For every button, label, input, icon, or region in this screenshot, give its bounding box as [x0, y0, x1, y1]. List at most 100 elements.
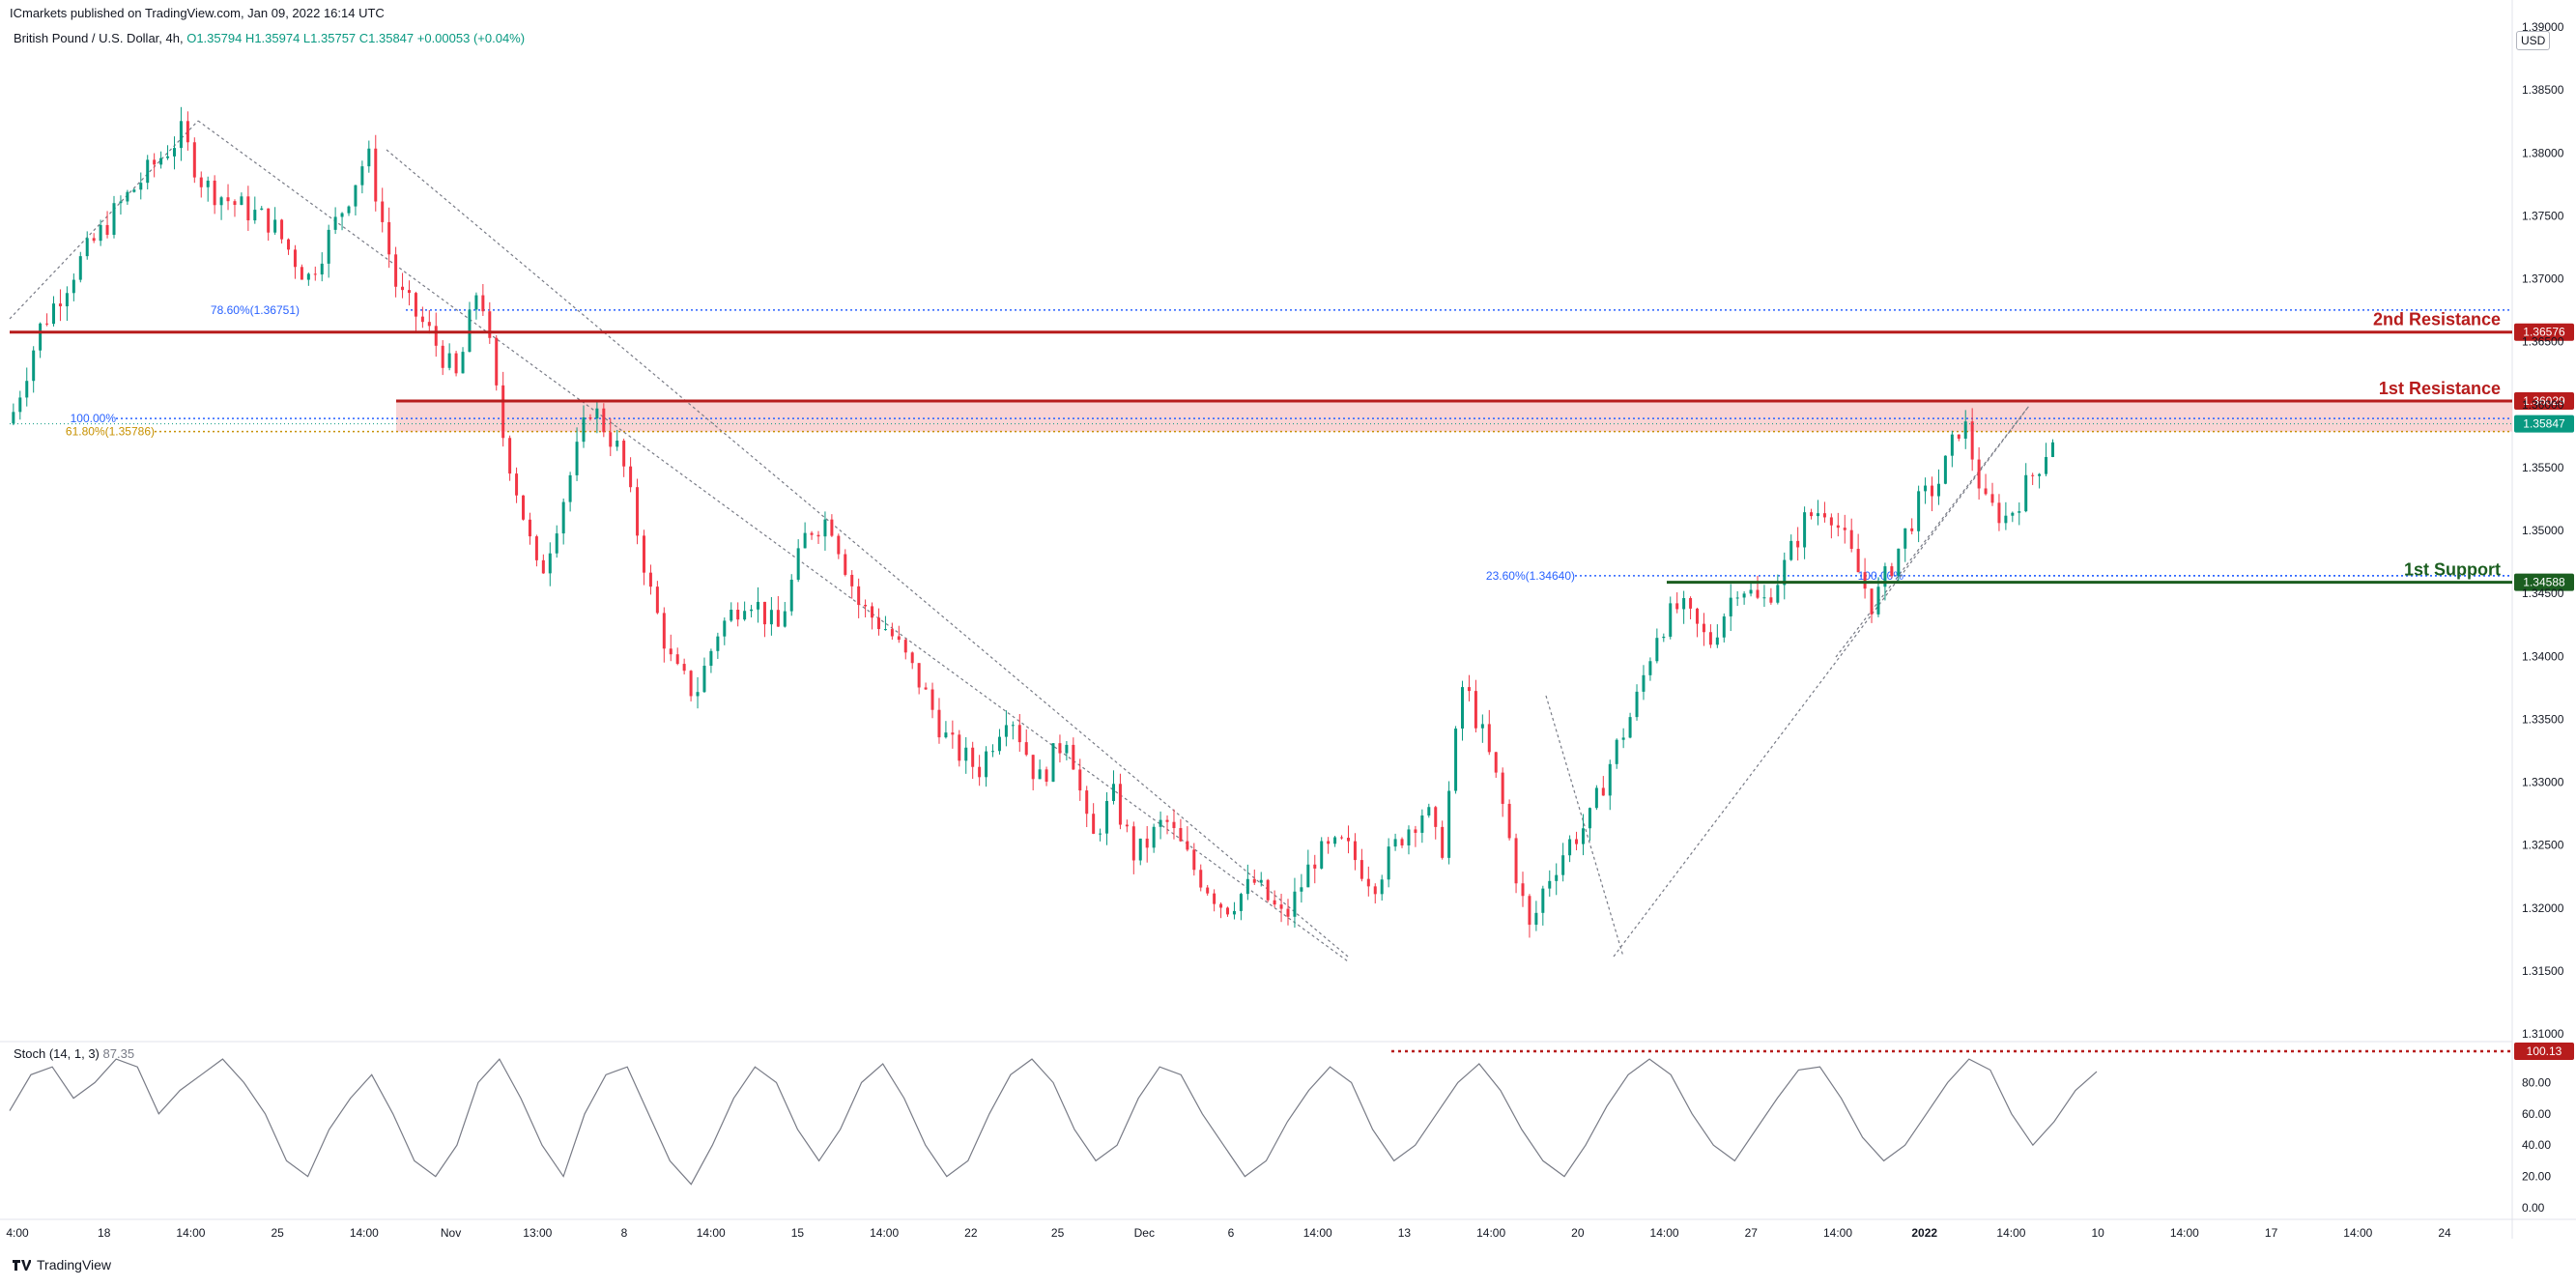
candle-body: [837, 535, 841, 555]
candle-body: [1011, 725, 1015, 727]
candle-body: [78, 256, 82, 280]
candle-body: [844, 554, 847, 575]
stoch-label: Stoch (14, 1, 3) 87.35: [14, 1046, 134, 1061]
candle-body: [1306, 864, 1310, 888]
candle-body: [233, 201, 237, 206]
candle-body: [146, 159, 150, 184]
time-tick-label: 13:00: [523, 1226, 552, 1240]
candle-body: [273, 219, 277, 233]
candle-body: [327, 229, 330, 264]
candle-body: [1474, 691, 1477, 729]
candle-body: [1480, 724, 1484, 729]
candle-body: [1822, 513, 1826, 518]
stoch-title[interactable]: Stoch (14, 1, 3): [14, 1046, 100, 1061]
candle-body: [25, 381, 29, 398]
candle-body: [1038, 769, 1042, 780]
candle-body: [1017, 725, 1021, 743]
candle-body: [313, 273, 317, 275]
candle-body: [1420, 815, 1424, 833]
candle-body: [1849, 529, 1853, 549]
candle-body: [1655, 638, 1659, 662]
trend-line: [1835, 405, 2030, 658]
price-axis[interactable]: 1.39000 1.38500 1.38000 1.37500 1.37000 1.365…: [2522, 20, 2564, 1041]
candle-body: [481, 295, 485, 312]
price-tick-label: 1.31500: [2522, 964, 2564, 978]
candle-body: [636, 487, 640, 536]
candle-body: [488, 311, 492, 338]
candle-body: [2011, 512, 2015, 516]
candle-body: [72, 279, 75, 294]
candle-body: [1072, 744, 1075, 770]
time-tick-label: 8: [621, 1226, 628, 1240]
candle-body: [1756, 589, 1760, 598]
candle-body: [1810, 512, 1814, 517]
time-tick-label: 14:00: [2343, 1226, 2372, 1240]
candle-body: [1434, 807, 1438, 827]
time-tick-label: 14:00: [2170, 1226, 2199, 1240]
candle-body: [287, 239, 291, 250]
time-tick-label: 14:00: [1650, 1226, 1679, 1240]
candle-body: [192, 142, 196, 178]
stoch-tick-label: 0.00: [2522, 1201, 2545, 1215]
candle-body: [937, 709, 941, 738]
candle-body: [1890, 566, 1894, 577]
symbol-title[interactable]: British Pound / U.S. Dollar, 4h,: [14, 31, 184, 45]
candle-body: [1165, 819, 1169, 822]
candle-body: [696, 692, 700, 697]
level-name: 2nd Resistance: [2373, 310, 2501, 329]
candle-body: [716, 636, 720, 651]
candle-body: [213, 180, 216, 206]
time-tick-label: 14:00: [1823, 1226, 1852, 1240]
candle-body: [1092, 814, 1096, 834]
currency-badge[interactable]: USD: [2516, 31, 2551, 50]
candle-body: [1286, 908, 1290, 917]
fib-label: 100.00%: [71, 412, 117, 425]
trend-line: [1613, 405, 2030, 958]
candle-body: [1648, 661, 1652, 675]
candle-body: [917, 663, 921, 688]
time-tick-label: 27: [1745, 1226, 1759, 1240]
time-tick-label: 17: [2265, 1226, 2278, 1240]
candle-body: [515, 473, 519, 496]
candle-body: [522, 495, 526, 520]
candle-body: [434, 326, 438, 346]
candle-body: [1192, 849, 1196, 871]
candle-body: [1353, 841, 1357, 861]
candle-body: [944, 732, 948, 738]
time-axis[interactable]: 4:00 18 14:00 25 14:00 Nov 13:00 8 14:00 15 14:00 2…: [6, 1226, 2451, 1240]
stoch-value-badge: [2514, 1043, 2574, 1060]
candle-body: [910, 652, 914, 664]
candle-body: [132, 189, 136, 192]
candle-body: [2038, 473, 2042, 476]
fib-label: 78.60%(1.36751): [211, 303, 300, 317]
candle-body: [1924, 485, 1928, 492]
candle-body: [1300, 887, 1303, 892]
sr-levels: 2nd Resistance 1.36576 1st Resistance 1.360…: [10, 310, 2574, 591]
tradingview-logo[interactable]: TradingView: [12, 1257, 111, 1273]
candle-body: [689, 671, 693, 697]
candle-body: [240, 196, 243, 206]
candle-body: [816, 534, 820, 537]
candle-body: [12, 412, 15, 424]
candle-body: [1447, 790, 1451, 858]
candle-body: [622, 441, 626, 467]
candle-body: [1931, 485, 1934, 497]
candle-body: [407, 290, 411, 294]
candle-body: [340, 213, 344, 217]
candle-body: [65, 293, 69, 307]
candle-body: [730, 610, 733, 621]
candle-body: [985, 751, 988, 778]
candle-body: [293, 249, 297, 268]
candle-body: [166, 156, 170, 158]
candle-body: [1521, 883, 1525, 897]
candle-body: [495, 337, 499, 386]
candle-body: [1152, 826, 1156, 848]
time-tick-label: 14:00: [1996, 1226, 2025, 1240]
candle-body: [534, 536, 538, 560]
candle-body: [508, 438, 512, 474]
time-tick-label: 14:00: [350, 1226, 379, 1240]
current-price-label: 1.35847: [2523, 417, 2565, 431]
